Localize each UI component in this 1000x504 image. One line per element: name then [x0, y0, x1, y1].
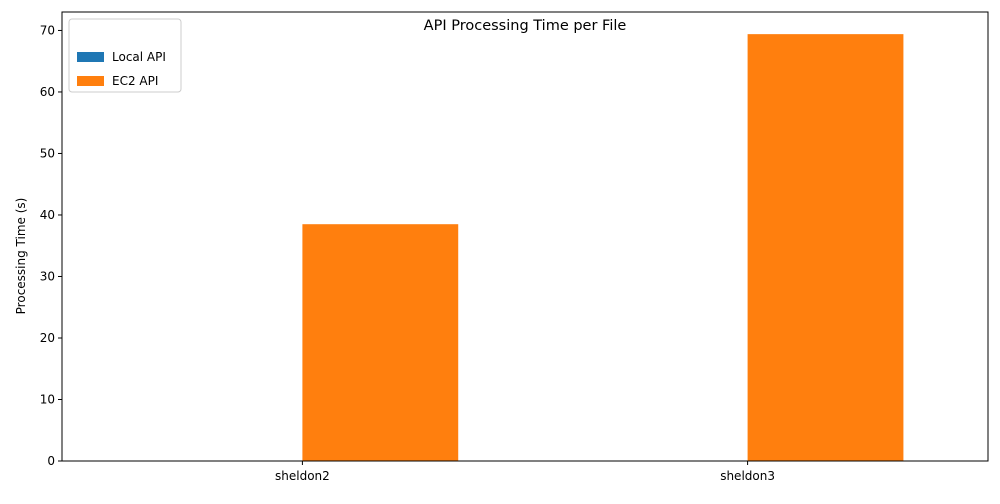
bar-ec2-api-sheldon2: [302, 224, 459, 461]
y-tick-label: 0: [47, 454, 55, 468]
y-tick-label: 50: [40, 146, 55, 160]
legend-label-local-api: Local API: [112, 50, 166, 64]
legend-label-ec2-api: EC2 API: [112, 74, 158, 88]
legend-box: [68, 18, 182, 93]
y-tick-label: 60: [40, 85, 55, 99]
y-tick-label: 10: [40, 392, 55, 406]
y-axis-ticks: 0 10 20 30 40 50 60 70: [40, 23, 62, 468]
plot-frame: [61, 11, 989, 462]
y-tick-label: 40: [40, 208, 55, 222]
y-tick-label: 70: [40, 23, 55, 37]
bars-group: [302, 34, 904, 462]
chart-title: API Processing Time per File: [424, 18, 627, 34]
y-axis-label: Processing Time (s): [14, 198, 28, 315]
legend-swatch-local-api: [77, 52, 104, 62]
bar-ec2-api-sheldon3: [747, 34, 904, 462]
y-tick-label: 20: [40, 331, 55, 345]
legend: Local API EC2 API: [68, 18, 182, 93]
legend-swatch-ec2-api: [77, 76, 104, 86]
x-axis-ticks: sheldon2 sheldon3: [275, 461, 775, 483]
x-tick-label: sheldon3: [720, 469, 775, 483]
x-tick-label: sheldon2: [275, 469, 330, 483]
y-tick-label: 30: [40, 269, 55, 283]
